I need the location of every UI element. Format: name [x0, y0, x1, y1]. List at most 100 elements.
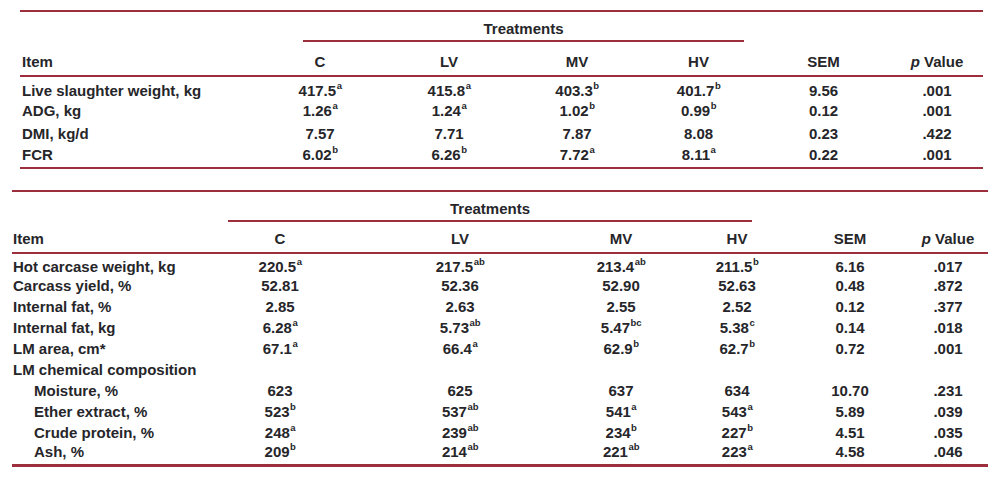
- significance-superscript: b: [633, 338, 639, 349]
- cell-value: 2.63: [360, 296, 560, 317]
- carcass-characteristics-table: Treatments Item C LV MV HV SEM pValue Ho…: [12, 190, 988, 467]
- cell-value: 0.72: [792, 338, 908, 359]
- table-header: Treatments Item C LV MV HV SEM pValue: [12, 191, 988, 253]
- row-item-label: Internal fat, %: [12, 296, 200, 317]
- spanner-spacer: [12, 191, 200, 222]
- table-row: Internal fat, kg6.28a5.73ab5.47bc5.38c0.…: [12, 317, 988, 338]
- column-header-row: Item C LV MV HV SEM pValue: [20, 42, 983, 76]
- table-header: Treatments Item C LV MV HV SEM pValue: [20, 11, 983, 76]
- cell-value: 1.02b: [513, 99, 641, 122]
- cell-value: 0.22: [756, 145, 891, 168]
- cell-value: 9.56: [756, 76, 891, 99]
- significance-superscript: b: [715, 80, 721, 91]
- cell-value: 2.55: [560, 296, 682, 317]
- significance-superscript: b: [631, 422, 637, 433]
- cell-value: .001: [891, 99, 983, 122]
- row-item-label: Crude protein, %: [12, 422, 200, 443]
- column-header-c: C: [200, 222, 360, 253]
- cell-value: 220.5a: [200, 253, 360, 275]
- cell-value: 10.70: [792, 380, 908, 401]
- cell-value: 4.51: [792, 422, 908, 443]
- cell-value: 234b: [560, 422, 682, 443]
- significance-superscript: a: [747, 441, 752, 452]
- cell-value: 6.02b: [255, 145, 385, 168]
- cell-value: 213.4ab: [560, 253, 682, 275]
- significance-superscript: a: [292, 317, 297, 328]
- table-row: FCR6.02b6.26b7.72a8.11a0.22.001: [20, 145, 983, 168]
- significance-superscript: ab: [474, 256, 485, 267]
- table-body: Live slaughter weight, kg417.5a415.8a403…: [20, 76, 983, 168]
- significance-superscript: b: [332, 144, 338, 155]
- significance-superscript: c: [749, 317, 754, 328]
- cell-value: 634: [682, 380, 792, 401]
- cell-value: 67.1a: [200, 338, 360, 359]
- row-item-label: LM area, cm*: [12, 338, 200, 359]
- cell-value: 637: [560, 380, 682, 401]
- cell-value: .422: [891, 122, 983, 145]
- treatments-label: Treatments: [484, 20, 564, 37]
- column-header-sem: SEM: [792, 222, 908, 253]
- significance-superscript: ab: [470, 317, 481, 328]
- cell-value: 5.89: [792, 401, 908, 422]
- cell-value: .018: [908, 317, 988, 338]
- significance-superscript: b: [747, 422, 753, 433]
- significance-superscript: b: [593, 80, 599, 91]
- treatments-underline: Treatments: [303, 20, 744, 42]
- cell-value: 1.26a: [255, 99, 385, 122]
- cell-value: 7.71: [385, 122, 513, 145]
- column-header-sem: SEM: [756, 42, 891, 76]
- cell-value: 217.5ab: [360, 253, 560, 275]
- row-item-label: Ash, %: [12, 443, 200, 466]
- table-row: Crude protein, %248a239ab234b227b4.51.03…: [12, 422, 988, 443]
- cell-value: 221ab: [560, 443, 682, 466]
- cell-value: 537ab: [360, 401, 560, 422]
- significance-superscript: ab: [467, 441, 478, 452]
- cell-value: 543a: [682, 401, 792, 422]
- table-row: Ash, %209b214ab221ab223a4.58.046: [12, 443, 988, 466]
- item-column-header: Item: [20, 42, 255, 76]
- column-header-pvalue: pValue: [908, 222, 988, 253]
- significance-superscript: b: [711, 100, 717, 111]
- column-header-lv: LV: [385, 42, 513, 76]
- cell-value: 541a: [560, 401, 682, 422]
- cell-value: 5.47bc: [560, 317, 682, 338]
- cell-value: 6.16: [792, 253, 908, 275]
- cell-value: 214ab: [360, 443, 560, 466]
- cell-value: 2.85: [200, 296, 360, 317]
- column-header-hv: HV: [641, 42, 756, 76]
- cell-value: 623: [200, 380, 360, 401]
- cell-value: 0.48: [792, 275, 908, 296]
- significance-superscript: a: [292, 338, 297, 349]
- row-item-label: Carcass yield, %: [12, 275, 200, 296]
- significance-superscript: a: [461, 100, 466, 111]
- row-item-label: Hot carcase weight, kg: [12, 253, 200, 275]
- cell-value: 0.12: [792, 296, 908, 317]
- row-item-label: Moisture, %: [12, 380, 200, 401]
- section-label: LM chemical composition: [12, 359, 988, 380]
- row-item-label: Live slaughter weight, kg: [20, 76, 255, 99]
- table-row: Carcass yield, %52.8152.3652.9052.630.48…: [12, 275, 988, 296]
- row-item-label: FCR: [20, 145, 255, 168]
- cell-value: 7.72a: [513, 145, 641, 168]
- cell-value: .017: [908, 253, 988, 275]
- cell-value: 7.57: [255, 122, 385, 145]
- significance-superscript: b: [749, 338, 755, 349]
- cell-value: 625: [360, 380, 560, 401]
- cell-value: 52.81: [200, 275, 360, 296]
- row-item-label: DMI, kg/d: [20, 122, 255, 145]
- section-row: LM chemical composition: [12, 359, 988, 380]
- cell-value: 239ab: [360, 422, 560, 443]
- cell-value: 415.8a: [385, 76, 513, 99]
- significance-superscript: a: [747, 401, 752, 412]
- cell-value: .001: [891, 76, 983, 99]
- cell-value: 4.58: [792, 443, 908, 466]
- table-row: Hot carcase weight, kg220.5a217.5ab213.4…: [12, 253, 988, 275]
- significance-superscript: a: [472, 338, 477, 349]
- cell-value: 2.52: [682, 296, 792, 317]
- cell-value: 52.36: [360, 275, 560, 296]
- cell-value: 8.08: [641, 122, 756, 145]
- cell-value: 1.24a: [385, 99, 513, 122]
- column-header-pvalue: pValue: [891, 42, 983, 76]
- column-header-row: Item C LV MV HV SEM pValue: [12, 222, 988, 253]
- significance-superscript: a: [631, 401, 636, 412]
